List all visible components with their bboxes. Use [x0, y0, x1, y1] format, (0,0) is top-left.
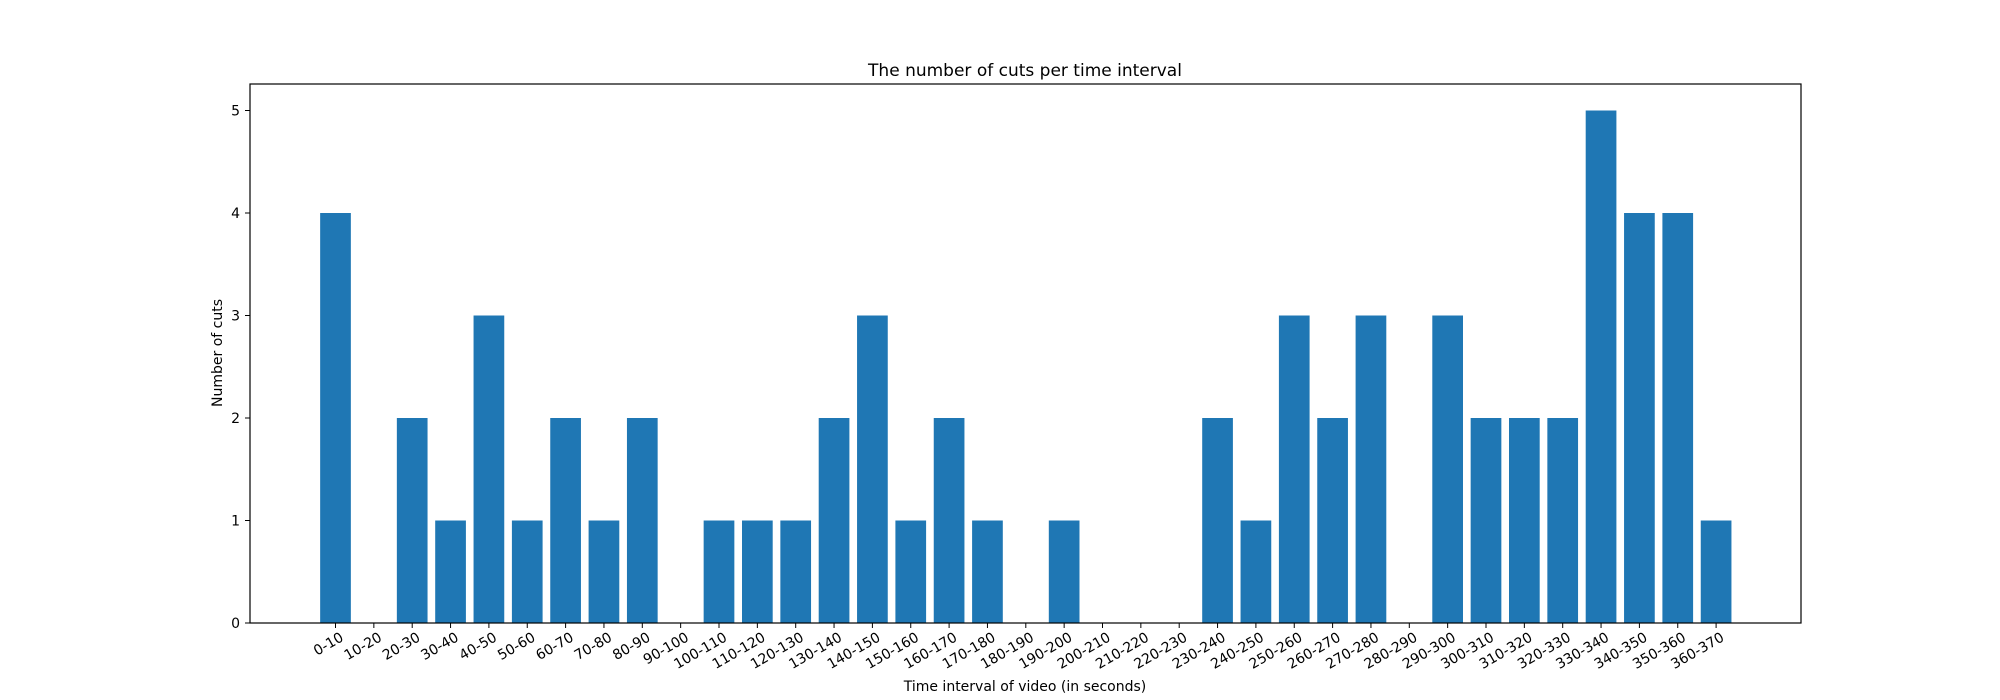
bar — [895, 520, 927, 623]
x-tick-label: 40-50 — [457, 630, 500, 664]
bar — [703, 520, 735, 623]
y-tick-label: 3 — [231, 309, 240, 325]
bar — [972, 520, 1003, 623]
y-tick-label: 2 — [231, 411, 240, 427]
y-tick-label: 0 — [231, 616, 240, 632]
y-tick-label: 1 — [231, 514, 240, 530]
bars-group — [320, 110, 1732, 623]
plot-frame — [249, 83, 1802, 624]
bar — [1432, 315, 1463, 623]
bar — [320, 213, 351, 623]
bar — [1470, 418, 1502, 623]
bar — [473, 315, 505, 623]
bar — [780, 520, 812, 623]
y-tick-label: 4 — [231, 206, 240, 222]
y-tick-label: 5 — [231, 104, 240, 120]
x-tick-label: 60-70 — [533, 630, 576, 664]
bar — [1547, 418, 1579, 623]
bar — [626, 418, 658, 623]
bar — [1662, 213, 1694, 623]
bar — [588, 520, 620, 623]
bar — [857, 315, 888, 623]
bar — [1585, 110, 1617, 623]
bar — [1700, 520, 1732, 623]
y-axis: 0 1 2 3 4 5 — [231, 104, 250, 632]
bar — [933, 418, 965, 623]
x-tick-label: 10-20 — [342, 630, 385, 664]
chart-title: The number of cuts per time interval — [867, 61, 1182, 81]
bar — [1624, 213, 1655, 623]
bar — [1202, 418, 1233, 623]
x-axis: 0-1010-2020-3030-4040-5050-6060-7070-808… — [311, 623, 1727, 673]
x-tick-label: 30-40 — [418, 630, 461, 664]
bar — [1048, 520, 1080, 623]
bar — [818, 418, 850, 623]
x-axis-label: Time interval of video (in seconds) — [903, 679, 1147, 695]
x-tick-label: 0-10 — [311, 630, 347, 660]
bar — [435, 520, 466, 623]
bar — [396, 418, 428, 623]
x-tick-label: 20-30 — [380, 630, 423, 664]
bar — [511, 520, 543, 623]
bar — [742, 520, 773, 623]
x-tick-label: 70-80 — [572, 630, 615, 664]
bar — [1278, 315, 1310, 623]
x-tick-label: 50-60 — [495, 630, 538, 664]
bar — [1355, 315, 1387, 623]
bar — [1509, 418, 1540, 623]
bar — [1317, 418, 1348, 623]
bar — [550, 418, 581, 623]
y-axis-label: Number of cuts — [210, 299, 226, 407]
bar — [1240, 520, 1272, 623]
